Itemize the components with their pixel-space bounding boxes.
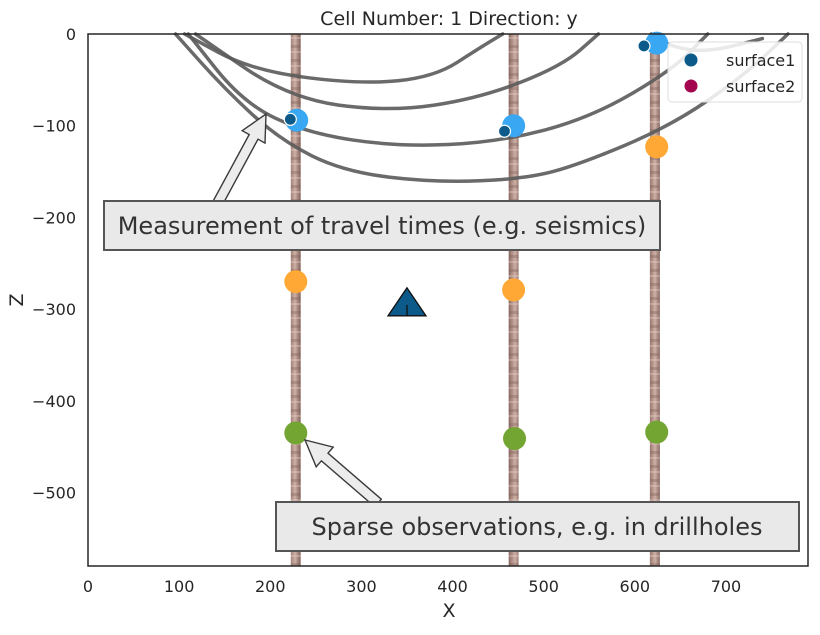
plot-frame xyxy=(87,33,809,567)
annotation-arrow-2 xyxy=(303,438,383,508)
contour-line-1 xyxy=(182,32,505,84)
contour-line-3 xyxy=(186,32,710,147)
data-point-1-3 xyxy=(645,31,669,55)
x-tick-label-6: 600 xyxy=(620,577,651,596)
y-tick-label-4: −400 xyxy=(32,392,76,411)
legend-marker-2 xyxy=(684,79,698,93)
x-tick-label-1: 100 xyxy=(164,577,195,596)
data-point-2-3 xyxy=(645,135,669,159)
data-point-2-1 xyxy=(284,270,308,294)
annotation-text-2: Sparse observations, e.g. in drillholes xyxy=(312,513,763,541)
legend-marker-1 xyxy=(684,53,698,67)
annotation-arrow-1 xyxy=(208,112,267,214)
chart-title: Cell Number: 1 Direction: y xyxy=(320,8,578,30)
annotation-box-2 xyxy=(275,501,800,552)
data-point-3-3 xyxy=(645,420,669,444)
annotation-box-1 xyxy=(103,200,661,251)
x-tick-label-7: 700 xyxy=(711,577,742,596)
x-tick-label-4: 400 xyxy=(437,577,468,596)
legend-label-2: surface2 xyxy=(726,77,795,96)
contour-line-2 xyxy=(193,32,601,111)
y-tick-label-0: 0 xyxy=(66,25,76,44)
data-point-2-2 xyxy=(502,278,526,302)
y-tick-label-1: −100 xyxy=(32,117,76,136)
data-point-4-2 xyxy=(497,124,512,138)
y-axis-label: Z xyxy=(6,293,28,306)
y-tick-label-5: −500 xyxy=(32,484,76,503)
data-point-3-2 xyxy=(503,427,527,451)
data-point-4-3 xyxy=(637,39,651,53)
data-point-4-1 xyxy=(283,112,297,126)
x-tick-label-5: 500 xyxy=(528,577,559,596)
data-point-3-1 xyxy=(284,421,308,445)
legend-label-1: surface1 xyxy=(726,51,795,70)
drillhole-3 xyxy=(649,34,660,566)
x-tick-label-0: 0 xyxy=(83,577,93,596)
drillhole-1 xyxy=(290,34,301,566)
x-axis-label: X xyxy=(442,600,455,622)
legend-box xyxy=(667,41,803,103)
annotation-text-1: Measurement of travel times (e.g. seismi… xyxy=(118,212,647,240)
contour-line-4 xyxy=(173,32,790,183)
y-tick-label-3: −300 xyxy=(32,300,76,319)
x-tick-label-3: 300 xyxy=(346,577,377,596)
y-tick-label-2: −200 xyxy=(32,208,76,227)
x-tick-label-2: 200 xyxy=(255,577,286,596)
